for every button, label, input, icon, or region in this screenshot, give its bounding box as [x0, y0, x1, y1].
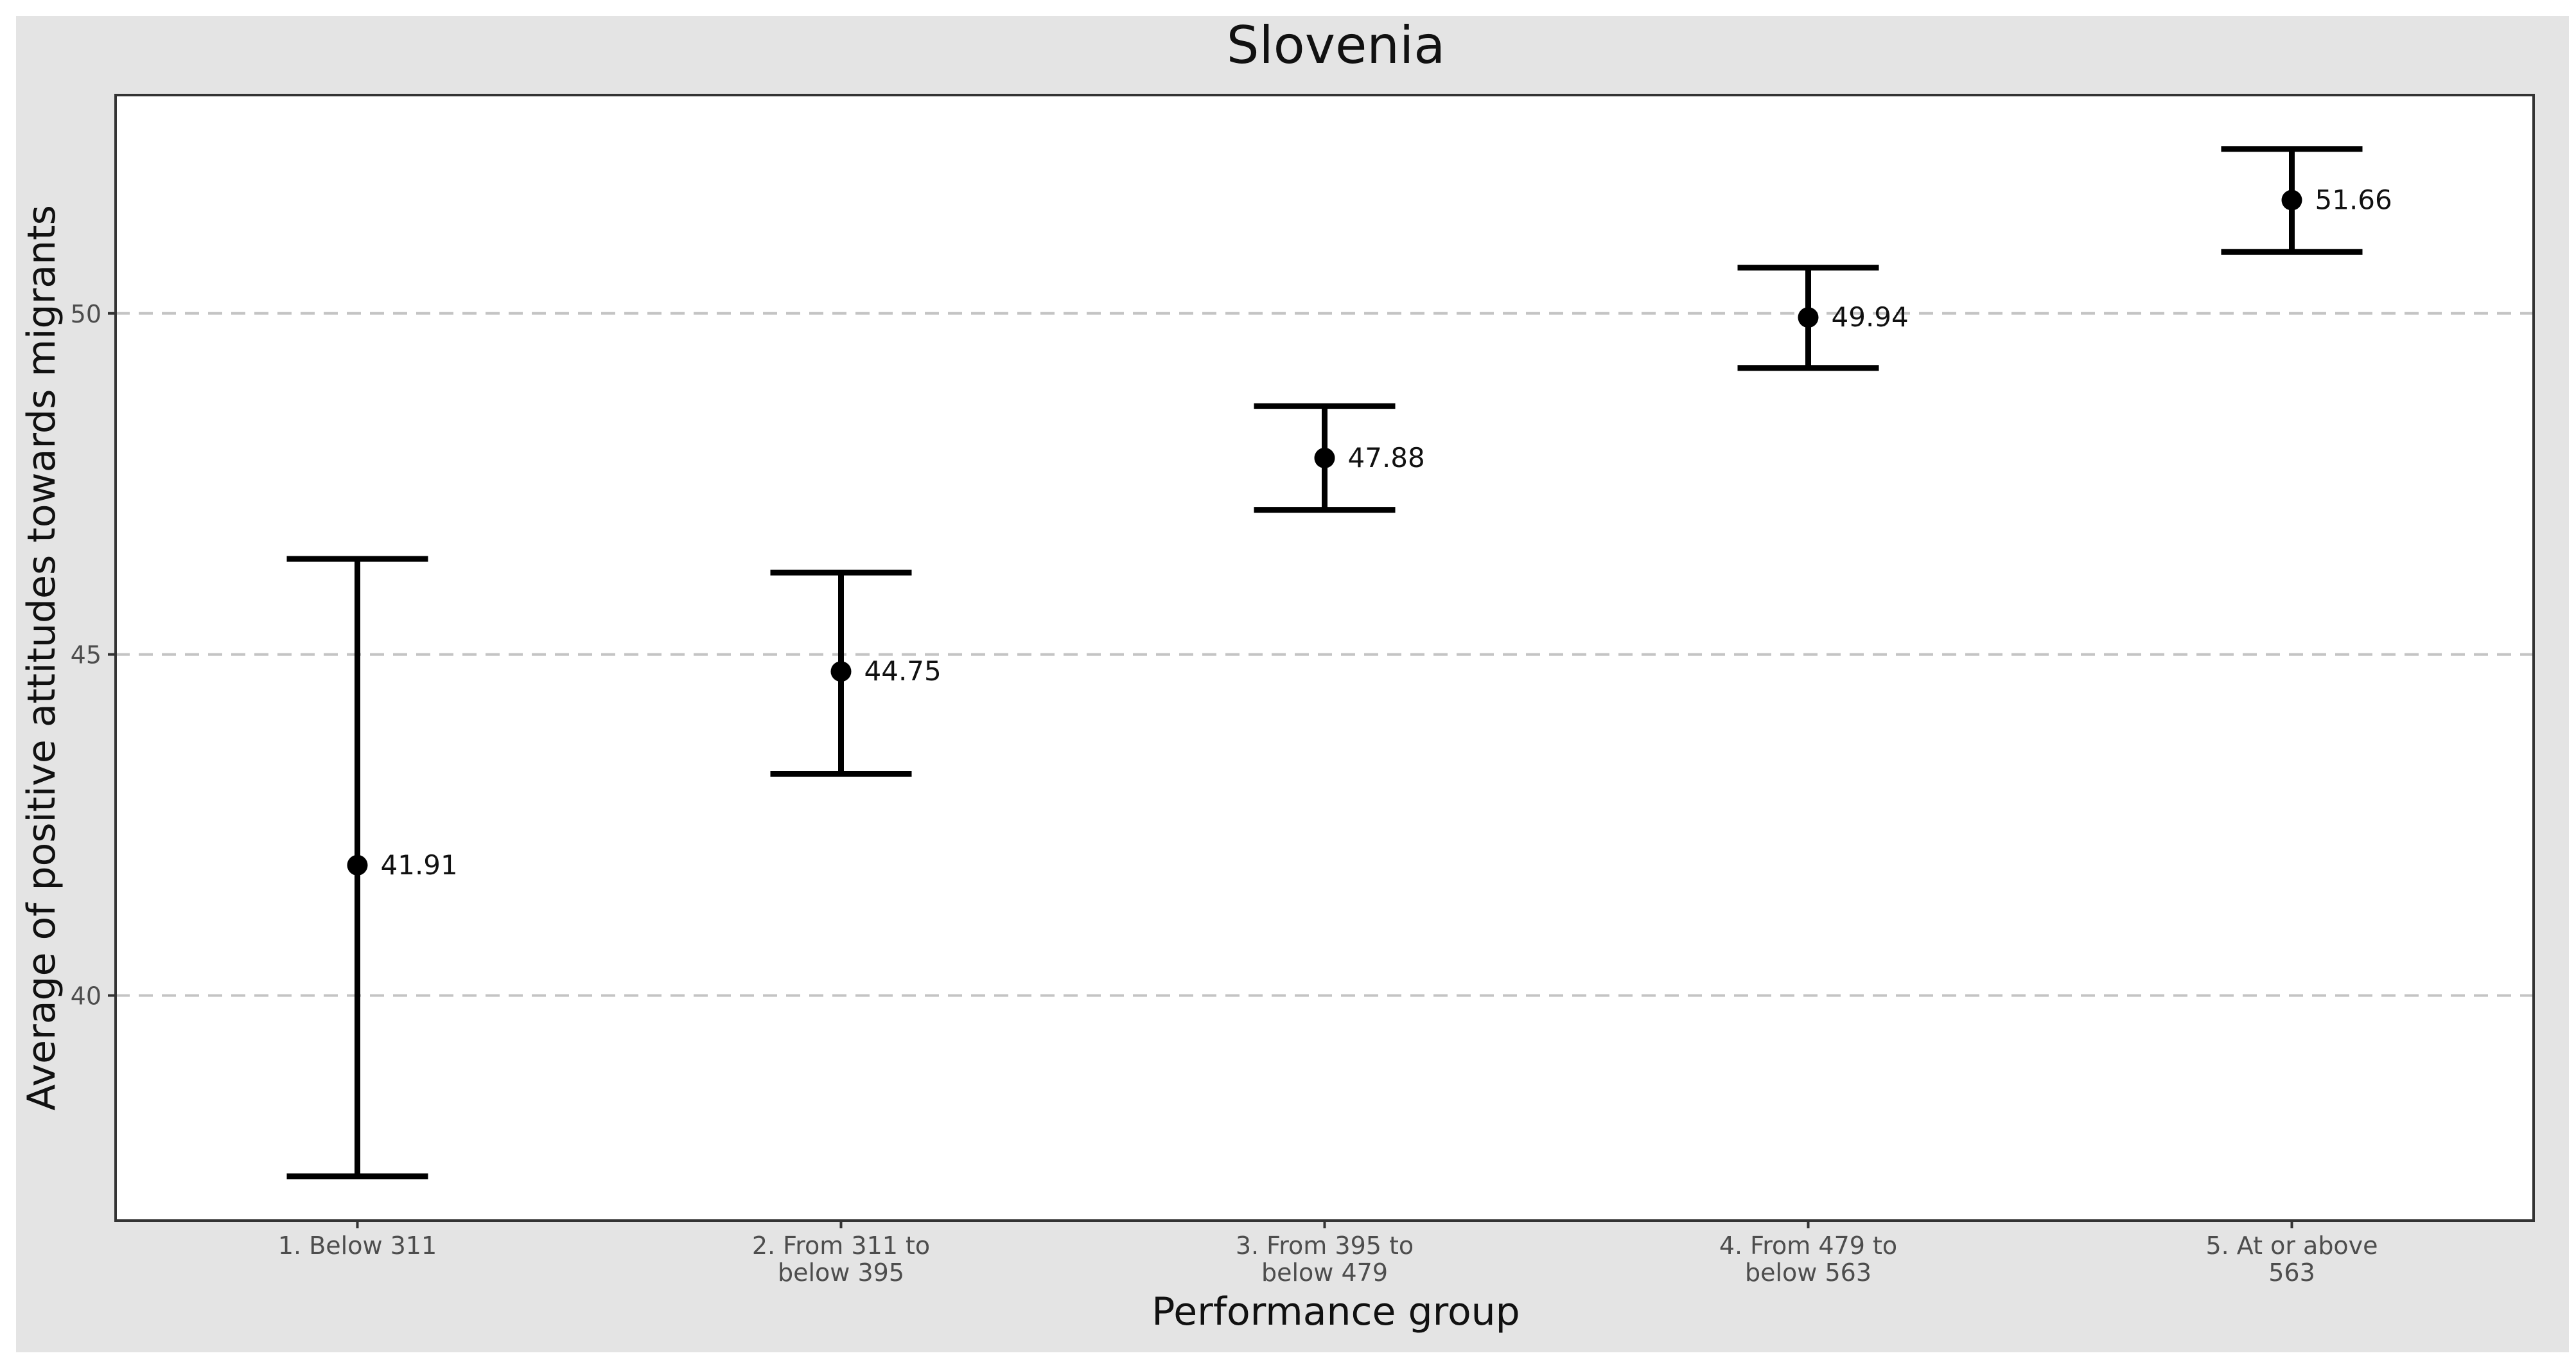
- x-axis-ticks: 1. Below 311 2. From 311 to below 395 3. Fr…: [278, 1221, 2378, 1287]
- x-tick-label-line: 563: [2268, 1258, 2315, 1287]
- x-tick-label-line: 1. Below 311: [278, 1232, 437, 1260]
- plot-panel: [116, 95, 2534, 1221]
- x-tick-label-4: 4. From 479 to below 563: [1719, 1232, 1897, 1287]
- x-tick-label-line: 3. From 395 to: [1236, 1232, 1414, 1260]
- x-tick-label-line: below 479: [1261, 1258, 1388, 1287]
- x-tick-label-line: 2. From 311 to: [752, 1232, 930, 1260]
- mean-point-2: [830, 661, 852, 682]
- x-tick-label-2: 2. From 311 to below 395: [752, 1232, 930, 1287]
- y-tick-label-40: 40: [71, 982, 101, 1011]
- y-tick-label-45: 45: [71, 641, 101, 669]
- plot-panel-border: [114, 94, 2535, 1222]
- gridlines: [116, 312, 2534, 997]
- x-tick-label-3: 3. From 395 to below 479: [1236, 1232, 1414, 1287]
- y-axis-ticks: 40 45 50: [71, 300, 116, 1011]
- mean-point-5: [2281, 190, 2302, 211]
- x-tick-label-line: 4. From 479 to: [1719, 1232, 1897, 1260]
- chart-title: Slovenia: [1227, 15, 1445, 75]
- x-tick-label-line: below 395: [778, 1258, 904, 1287]
- mean-point-3: [1314, 447, 1335, 468]
- data-label-1: 41.91: [381, 849, 458, 881]
- x-tick-label-5: 5. At or above 563: [2205, 1232, 2378, 1287]
- x-tick-label-1: 1. Below 311: [278, 1232, 437, 1260]
- x-tick-label-line: below 563: [1745, 1258, 1871, 1287]
- data-label-2: 44.75: [864, 655, 942, 687]
- y-tick-label-50: 50: [71, 300, 101, 328]
- data-label-3: 47.88: [1348, 442, 1425, 473]
- x-axis-title: Performance group: [1152, 1289, 1520, 1334]
- error-bar-marks: 41.91 44.75 47.88 49.94 51.66: [286, 146, 2392, 1179]
- mean-point-4: [1798, 307, 1819, 328]
- data-label-4: 49.94: [1832, 301, 1909, 333]
- mean-point-1: [347, 854, 368, 876]
- x-tick-label-line: 5. At or above: [2205, 1232, 2378, 1260]
- data-label-5: 51.66: [2315, 184, 2392, 216]
- y-axis-title: Average of positive attitudes towards mi…: [19, 205, 64, 1111]
